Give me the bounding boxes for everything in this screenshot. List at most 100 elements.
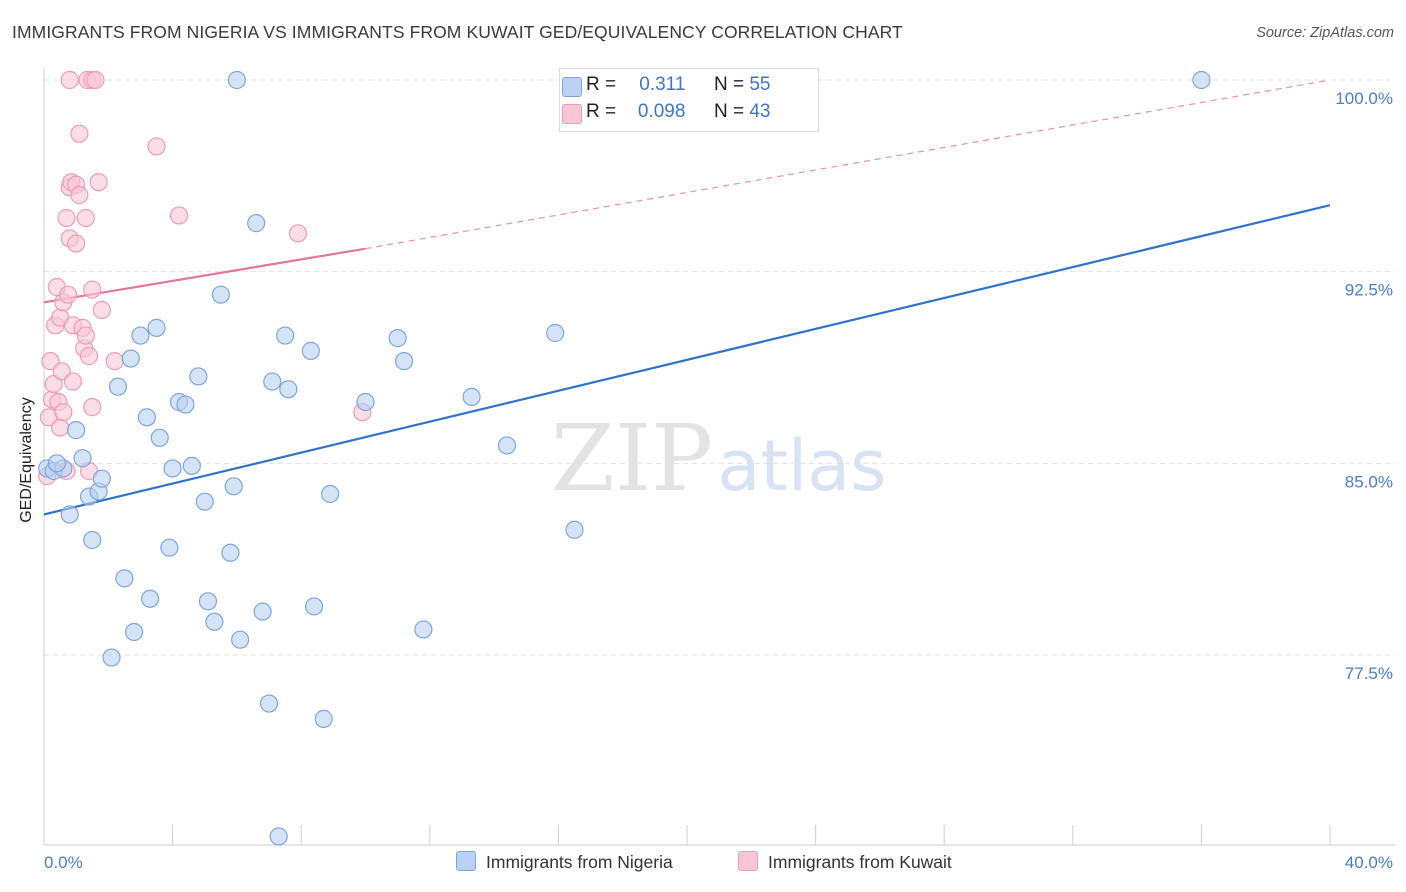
watermark-zip: ZIP bbox=[551, 405, 713, 512]
point-nigeria bbox=[224, 477, 243, 496]
point-nigeria bbox=[176, 395, 195, 414]
point-nigeria bbox=[47, 454, 66, 473]
point-nigeria bbox=[121, 349, 140, 368]
point-nigeria bbox=[83, 530, 102, 550]
point-kuwait bbox=[76, 208, 95, 228]
point-nigeria bbox=[269, 827, 288, 846]
chart-title: IMMIGRANTS FROM NIGERIA VS IMMIGRANTS FR… bbox=[12, 22, 903, 42]
point-nigeria bbox=[137, 408, 156, 427]
point-nigeria bbox=[108, 377, 128, 396]
point-kuwait bbox=[105, 352, 124, 371]
point-nigeria bbox=[276, 326, 295, 345]
n-label: N = bbox=[713, 74, 745, 95]
point-nigeria bbox=[102, 648, 121, 667]
point-nigeria bbox=[247, 214, 266, 233]
point-nigeria bbox=[253, 602, 272, 621]
point-nigeria bbox=[189, 367, 208, 386]
point-kuwait bbox=[50, 418, 70, 437]
point-nigeria bbox=[147, 318, 166, 337]
source-credit: Source: ZipAtlas.com bbox=[1256, 25, 1394, 41]
legend-label-nigeria: Immigrants from Nigeria bbox=[486, 852, 673, 872]
point-nigeria bbox=[231, 630, 250, 649]
point-nigeria bbox=[195, 492, 214, 511]
point-nigeria bbox=[140, 589, 160, 608]
point-kuwait bbox=[79, 346, 99, 366]
point-kuwait bbox=[70, 124, 89, 143]
point-nigeria bbox=[301, 341, 320, 360]
n-value: 55 bbox=[749, 74, 771, 95]
stats-legend: R = 0.311 N = 55 R = 0.098 N = 43 bbox=[559, 68, 819, 132]
point-kuwait bbox=[54, 403, 73, 422]
y-tick-label: 85.0% bbox=[1345, 472, 1393, 491]
stats-row-nigeria: R = 0.311 N = 55 bbox=[562, 74, 771, 100]
point-nigeria bbox=[115, 569, 134, 588]
point-kuwait bbox=[86, 70, 105, 90]
y-tick-label: 92.5% bbox=[1345, 281, 1393, 300]
point-nigeria bbox=[259, 694, 279, 713]
x-tick-label-max: 40.0% bbox=[1344, 853, 1393, 872]
nigeria-swatch bbox=[562, 77, 582, 97]
point-kuwait bbox=[70, 185, 89, 205]
point-kuwait bbox=[67, 234, 86, 253]
point-nigeria bbox=[565, 520, 584, 539]
point-nigeria bbox=[314, 709, 333, 728]
point-kuwait bbox=[89, 173, 108, 192]
watermark: ZIP atlas bbox=[551, 405, 887, 512]
point-nigeria bbox=[227, 70, 246, 90]
point-nigeria bbox=[163, 459, 182, 478]
r-value: 0.311 bbox=[639, 74, 686, 95]
stats-row-kuwait: R = 0.098 N = 43 bbox=[562, 101, 771, 127]
series-legend: Immigrants from Nigeria Immigrants from … bbox=[0, 851, 1406, 877]
point-kuwait bbox=[83, 398, 102, 417]
point-nigeria bbox=[394, 352, 414, 371]
point-nigeria bbox=[221, 543, 240, 562]
y-tick-label: 100.0% bbox=[1335, 89, 1393, 108]
point-kuwait bbox=[169, 206, 189, 225]
point-kuwait bbox=[52, 362, 71, 381]
point-nigeria bbox=[321, 484, 340, 504]
kuwait-swatch bbox=[562, 104, 582, 124]
point-kuwait bbox=[41, 352, 60, 371]
n-value: 43 bbox=[749, 101, 771, 122]
legend-item-nigeria[interactable]: Immigrants from Nigeria bbox=[456, 851, 673, 873]
nigeria-swatch bbox=[456, 851, 476, 871]
n-label: N = bbox=[713, 101, 745, 122]
point-nigeria bbox=[304, 597, 324, 616]
point-kuwait bbox=[57, 208, 76, 228]
point-nigeria bbox=[92, 469, 111, 488]
point-nigeria bbox=[356, 392, 375, 412]
point-nigeria bbox=[279, 380, 298, 399]
kuwait-swatch bbox=[738, 851, 758, 871]
point-nigeria bbox=[211, 285, 230, 304]
point-nigeria bbox=[414, 620, 433, 639]
r-value: 0.098 bbox=[637, 101, 686, 122]
y-tick-label: 77.5% bbox=[1345, 664, 1393, 683]
point-kuwait bbox=[76, 326, 95, 345]
point-nigeria bbox=[462, 387, 481, 406]
point-kuwait bbox=[83, 280, 102, 299]
point-nigeria bbox=[73, 449, 92, 468]
point-nigeria bbox=[263, 372, 282, 391]
point-kuwait bbox=[147, 137, 166, 156]
point-nigeria bbox=[150, 428, 169, 447]
point-nigeria bbox=[497, 436, 517, 455]
point-nigeria bbox=[60, 505, 79, 524]
point-kuwait bbox=[288, 224, 308, 243]
x-tick-label-min: 0.0% bbox=[44, 853, 83, 872]
r-label: R = bbox=[586, 101, 617, 122]
point-nigeria bbox=[124, 622, 144, 642]
legend-item-kuwait[interactable]: Immigrants from Kuwait bbox=[738, 851, 952, 873]
point-nigeria bbox=[160, 538, 179, 557]
trend-line-kuwait-extrapolated bbox=[365, 79, 1331, 250]
point-nigeria bbox=[131, 326, 150, 345]
point-nigeria bbox=[67, 421, 86, 440]
trend-line-nigeria bbox=[43, 204, 1331, 516]
point-nigeria bbox=[198, 592, 218, 611]
point-nigeria bbox=[388, 329, 407, 348]
point-kuwait bbox=[92, 300, 111, 320]
point-kuwait bbox=[59, 285, 78, 304]
r-label: R = bbox=[586, 74, 617, 95]
point-kuwait bbox=[63, 372, 83, 391]
point-nigeria bbox=[546, 323, 565, 343]
